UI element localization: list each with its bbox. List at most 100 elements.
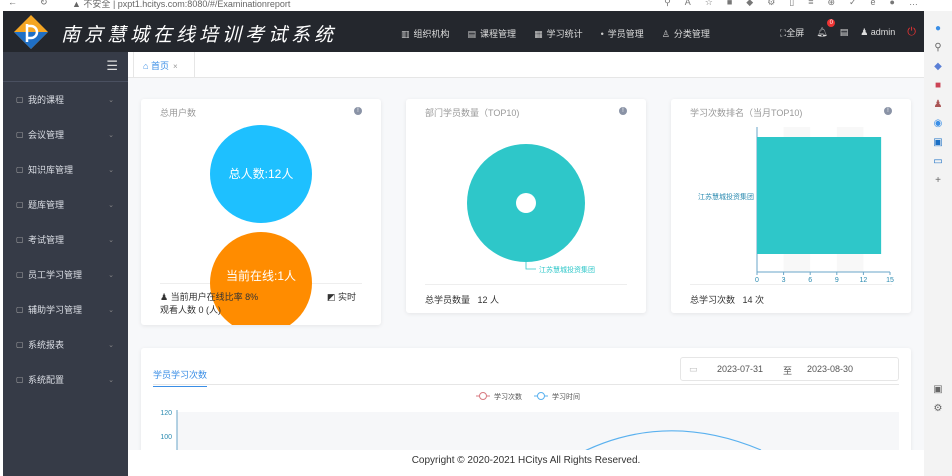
x-tick-label: 9 xyxy=(835,277,839,284)
end-date[interactable]: 2023-08-30 xyxy=(807,364,854,374)
info-icon[interactable]: ! xyxy=(619,107,627,115)
total-users-circle[interactable] xyxy=(210,125,312,223)
y-tick-label: 120 xyxy=(160,410,172,417)
sidebar-item[interactable]: ▢ 系统报表 ⌄ xyxy=(3,327,128,362)
close-icon[interactable]: × xyxy=(172,62,178,71)
nav-students[interactable]: • 学员管理 xyxy=(601,27,644,40)
nav-label: 分类管理 xyxy=(673,29,710,39)
y-tick-label: 100 xyxy=(160,434,172,441)
nav-course[interactable]: ▤ 课程管理 xyxy=(468,27,517,40)
nav-label: 学习统计 xyxy=(546,29,583,39)
card-title: 学习次数排名（当月TOP10) xyxy=(690,108,803,118)
menu-toggle-icon[interactable]: ☰ xyxy=(3,52,128,82)
nav-label: 学员管理 xyxy=(607,29,644,39)
sidebar-item-label: 系统配置 xyxy=(28,375,65,385)
legend-marker[interactable] xyxy=(479,392,487,400)
window-icon[interactable]: ▭ xyxy=(933,156,943,167)
date-range-picker[interactable]: ▭ 2023-07-31 至 2023-08-30 xyxy=(680,357,899,381)
series-line xyxy=(570,430,762,458)
study-line-chart: 学习次数 学习时间 120 100 xyxy=(160,392,899,458)
settings-icon[interactable]: ⚙ xyxy=(933,403,943,414)
sidebar-item[interactable]: ▢ 系统配置 ⌄ xyxy=(3,362,128,397)
book-icon: ▥ xyxy=(401,29,410,39)
info-icon[interactable]: ! xyxy=(354,107,362,115)
browser-extension-icons[interactable]: ⚲A☆■◆⚙▯≡⊕✓e●… xyxy=(664,0,932,7)
footer-label: 总学员数量 xyxy=(425,295,471,305)
screen-icon[interactable]: ▣ xyxy=(933,384,943,395)
user-menu[interactable]: ♟ admin xyxy=(860,27,895,38)
notification-button[interactable]: 🔔︎ 0 xyxy=(816,19,836,38)
start-date[interactable]: 2023-07-31 xyxy=(717,364,764,374)
total-users-label: 总人数:12人 xyxy=(228,167,294,181)
id-card-icon: ▢ xyxy=(16,270,24,279)
chevron-down-icon: ⌄ xyxy=(108,166,114,174)
bar[interactable] xyxy=(757,137,882,254)
sidebar-item[interactable]: ▢ 会议管理 ⌄ xyxy=(3,117,128,152)
sidebar-item[interactable]: ▢ 员工学习管理 ⌄ xyxy=(3,257,128,292)
online-users-circle[interactable] xyxy=(210,232,312,325)
fullscreen-button[interactable]: ⛶全屏 xyxy=(780,26,804,39)
browser-toolbar: ← ↻ ▲ 不安全 | pxpt1.hcitys.com:8080/#/Exam… xyxy=(0,0,952,11)
sidebar-item-label: 员工学习管理 xyxy=(28,270,83,280)
sidebar-item[interactable]: ▢ 我的课程 ⌄ xyxy=(3,82,128,117)
realtime-button[interactable]: ◩ 实时 xyxy=(327,292,356,303)
add-icon[interactable]: + xyxy=(935,175,941,186)
nav-category[interactable]: ♙ 分类管理 xyxy=(662,27,710,40)
list-icon: ▢ xyxy=(16,200,24,209)
legend-label: 学习次数 xyxy=(494,392,522,401)
card-title: 部门学员数量（TOP10) xyxy=(425,108,520,118)
top-nav: ▥ 组织机构 ▤ 课程管理 ▦ 学习统计 • 学员管理 ♙ 分类管理 xyxy=(401,27,710,40)
user-icon: ♟ xyxy=(860,27,871,37)
browser-side-panel: ● ⚲ ◆ ■ ♟ ◉ ▣ ▭ + ▣ ⚙ xyxy=(924,11,952,476)
pie-hole xyxy=(516,193,536,213)
study-count-card: 学员学习次数 ▭ 2023-07-31 至 2023-08-30 学习次数 学习时… xyxy=(141,348,911,458)
x-tick-label: 3 xyxy=(782,277,786,284)
person-icon[interactable]: ♟ xyxy=(933,99,943,110)
heart-icon: ▢ xyxy=(16,130,24,139)
outlook-icon[interactable]: ▣ xyxy=(933,137,943,148)
legend-marker[interactable] xyxy=(537,392,545,400)
home-icon: ⌂ xyxy=(143,61,151,71)
sidebar-item[interactable]: ▢ 考试管理 ⌄ xyxy=(3,222,128,257)
nav-stats[interactable]: ▦ 学习统计 xyxy=(534,27,583,40)
chevron-down-icon: ⌄ xyxy=(108,306,114,314)
x-tick-label: 12 xyxy=(860,277,868,284)
chevron-down-icon: ⌄ xyxy=(108,201,114,209)
sidebar-item[interactable]: ▢ 辅助学习管理 ⌄ xyxy=(3,292,128,327)
power-icon[interactable]: ⏻ xyxy=(907,26,916,38)
rank-footer: 总学习次数 14 次 xyxy=(690,284,892,306)
bell-icon[interactable]: ● xyxy=(934,23,942,34)
logo-icon xyxy=(14,15,48,49)
rank-card: 学习次数排名（当月TOP10) ! 江苏慧城投资集团 0 3 6 9 12 15 总学习次数… xyxy=(671,99,911,313)
search-icon[interactable]: ⚲ xyxy=(934,42,942,53)
x-tick-label: 0 xyxy=(755,277,759,284)
tag-icon[interactable]: ◆ xyxy=(934,61,942,72)
fullscreen-icon: ⛶ xyxy=(779,28,787,38)
sidebar: ☰ ▢ 我的课程 ⌄ ▢ 会议管理 ⌄ ▢ 知识库管理 ⌄ ▢ 题库管理 ⌄ ▢ 考试管理 ⌄ ▢ 员工学习管理… xyxy=(3,52,128,476)
box-icon: ▢ xyxy=(16,165,24,174)
copyright-footer: Copyright © 2020-2021 HCitys All Rights … xyxy=(128,450,924,476)
sidebar-item[interactable]: ▢ 题库管理 ⌄ xyxy=(3,187,128,222)
nav-label: 组织机构 xyxy=(413,29,450,39)
date-separator: 至 xyxy=(783,366,793,376)
tab-study-count[interactable]: 学员学习次数 xyxy=(153,368,207,387)
clipboard-icon[interactable]: ▤ xyxy=(839,27,849,37)
x-tick-label: 6 xyxy=(808,277,812,284)
app-title: 南京慧城在线培训考试系统 xyxy=(61,24,338,46)
viewers-count: 观看人数 0 (人) xyxy=(160,305,222,315)
circle-icon[interactable]: ◉ xyxy=(933,118,943,129)
bar-category-label: 江苏慧城投资集团 xyxy=(698,192,754,201)
realtime-label: 实时 xyxy=(338,292,357,302)
nav-org[interactable]: ▥ 组织机构 xyxy=(401,27,450,40)
sidebar-item[interactable]: ▢ 知识库管理 ⌄ xyxy=(3,152,128,187)
sidebar-item-label: 考试管理 xyxy=(28,235,65,245)
tab-home[interactable]: ⌂ 首页 × xyxy=(133,52,195,78)
toolbox-icon[interactable]: ■ xyxy=(934,80,942,91)
back-icon[interactable]: ← xyxy=(8,0,17,7)
reload-icon[interactable]: ↻ xyxy=(40,0,48,7)
address-bar[interactable]: ▲ 不安全 | pxpt1.hcitys.com:8080/#/Examinat… xyxy=(72,0,291,9)
calc-icon: ▦ xyxy=(534,29,543,39)
cap-icon: ▢ xyxy=(16,305,24,314)
info-icon[interactable]: ! xyxy=(884,107,892,115)
footer-value: 14 次 xyxy=(742,295,765,305)
